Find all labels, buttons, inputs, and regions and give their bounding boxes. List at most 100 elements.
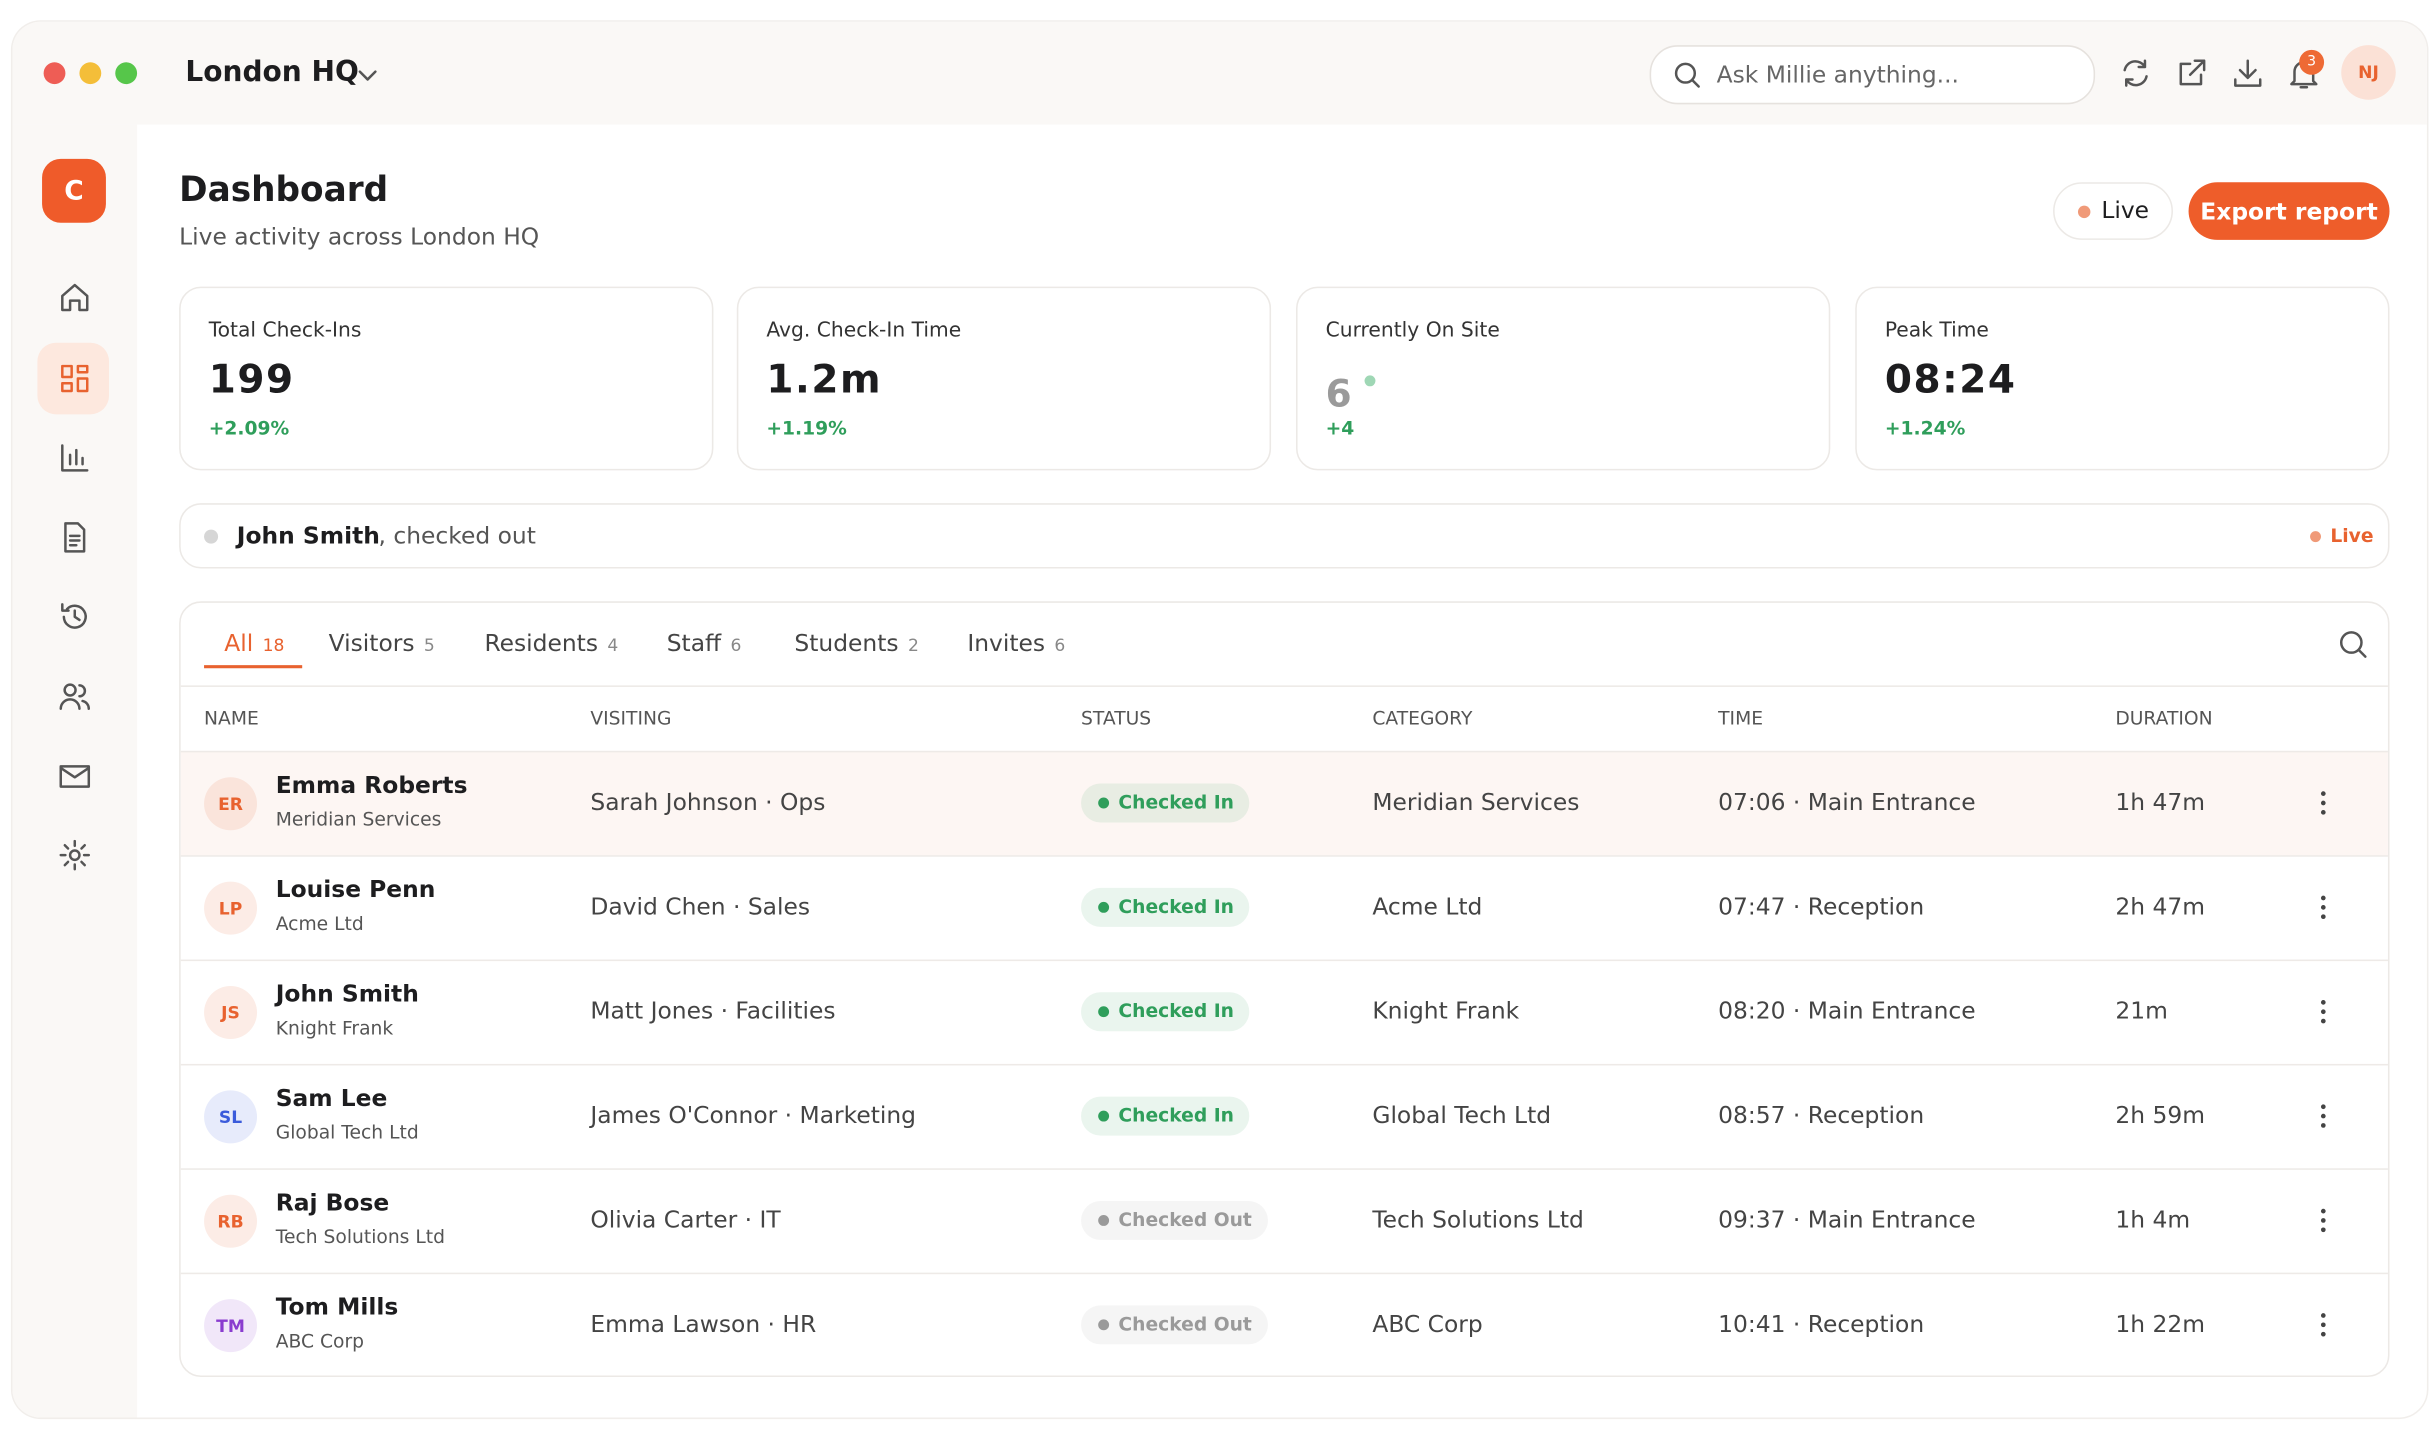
home-icon[interactable]	[58, 280, 92, 314]
dashboard-icon[interactable]	[58, 361, 92, 395]
status-pill: Checked In	[1081, 887, 1250, 927]
table-row[interactable]: ER Emma Roberts Meridian Services Sarah Joh…	[180, 750, 2388, 856]
search-box[interactable]: Ask Millie anything...	[1649, 45, 2096, 105]
maximize-button[interactable]	[115, 62, 138, 85]
stat-change: +1.24%	[1884, 417, 1966, 440]
logo[interactable]: C	[42, 158, 106, 223]
visitor-name: Emma Roberts	[275, 771, 468, 800]
column-header: STATUS	[1081, 707, 1152, 730]
stat-label: Total Check-Ins	[208, 319, 362, 343]
avatar: LP	[204, 881, 258, 935]
tab-count: 5	[423, 635, 435, 656]
table-row[interactable]: RB Raj Bose Tech Solutions Ltd Olivia Carte…	[180, 1168, 2388, 1272]
table-row[interactable]: JS John Smith Knight Frank Matt Jones · Fac…	[180, 959, 2388, 1064]
tab[interactable]: Staff 6	[667, 629, 742, 657]
duration: 1h 47m	[2115, 788, 2205, 817]
visiting: Emma Lawson · HR	[590, 1310, 817, 1339]
tab[interactable]: Students 2	[794, 629, 918, 657]
visitor-company: ABC Corp	[275, 1330, 365, 1353]
menu-dot	[2320, 800, 2326, 806]
tab[interactable]: Residents 4	[484, 629, 618, 657]
stat-value: 1.2m	[766, 356, 883, 402]
live-label: Live	[2101, 196, 2150, 225]
stat-label: Currently On Site	[1325, 319, 1500, 343]
stat-card: Currently On Site 6 +4	[1296, 286, 1831, 471]
user-avatar[interactable]: NJ	[2341, 45, 2396, 100]
row-menu[interactable]	[2320, 1104, 2327, 1129]
tab-label: Visitors	[328, 629, 415, 658]
open-external-icon[interactable]	[2175, 56, 2209, 90]
duration: 1h 4m	[2115, 1205, 2191, 1234]
visitor-name: Sam Lee	[275, 1084, 388, 1113]
stat-card: Peak Time 08:24 +1.24%	[1855, 286, 2390, 471]
avatar: RB	[204, 1194, 258, 1248]
row-menu[interactable]	[2320, 791, 2327, 816]
activity-live: Live	[2330, 524, 2374, 547]
time: 08:20 · Main Entrance	[1718, 996, 1976, 1025]
tab[interactable]: Visitors 5	[329, 629, 435, 657]
tab[interactable]: All 18	[224, 629, 284, 657]
refresh-icon[interactable]	[2118, 56, 2152, 90]
activity-name: John Smith	[236, 521, 380, 550]
menu-dot	[2320, 1313, 2326, 1318]
visitor-company: Tech Solutions Ltd	[275, 1225, 445, 1248]
column-header: CATEGORY	[1372, 707, 1473, 730]
category: Knight Frank	[1372, 996, 1520, 1025]
avatar: ER	[204, 777, 258, 831]
sidebar: C	[12, 124, 138, 1418]
tab-count: 4	[607, 635, 619, 656]
row-menu[interactable]	[2320, 1000, 2327, 1025]
visitor-name: Tom Mills	[275, 1292, 399, 1321]
tab[interactable]: Invites 6	[967, 629, 1065, 657]
avatar: SL	[204, 1090, 258, 1144]
analytics-icon[interactable]	[58, 441, 92, 475]
visitor-name: Raj Bose	[275, 1188, 390, 1217]
settings-icon[interactable]	[58, 838, 92, 872]
mail-icon[interactable]	[58, 759, 92, 793]
stat-label: Peak Time	[1884, 319, 1989, 343]
tab-label: Residents	[484, 629, 599, 658]
time: 07:06 · Main Entrance	[1718, 788, 1976, 817]
visitor-name: Louise Penn	[275, 875, 436, 904]
page-subtitle: Live activity across London HQ	[179, 222, 540, 251]
table-row[interactable]: SL Sam Lee Global Tech Ltd James O'Connor ·…	[180, 1063, 2388, 1168]
history-icon[interactable]	[58, 600, 92, 634]
stat-change: +2.09%	[208, 417, 290, 440]
table-row[interactable]: LP Louise Penn Acme Ltd David Chen · Sales C…	[180, 855, 2388, 959]
document-icon[interactable]	[58, 520, 92, 554]
chevron-icon[interactable]	[357, 64, 379, 86]
table-search-icon[interactable]	[2338, 629, 2369, 660]
location-selector[interactable]: London HQ	[185, 56, 359, 89]
nav-active[interactable]	[37, 342, 110, 415]
category: Tech Solutions Ltd	[1372, 1205, 1584, 1234]
status-pill: Checked Out	[1081, 1200, 1268, 1240]
menu-dot	[2320, 1331, 2326, 1337]
stat-change: +1.19%	[766, 417, 847, 440]
download-icon[interactable]	[2231, 56, 2265, 90]
visitor-company: Global Tech Ltd	[275, 1121, 419, 1144]
menu-dot	[2320, 1009, 2326, 1015]
row-menu[interactable]	[2320, 1208, 2327, 1234]
visitor-name: John Smith	[275, 979, 419, 1008]
table-row[interactable]: TM Tom Mills ABC Corp Emma Lawson · HR Check…	[180, 1272, 2388, 1376]
visitor-company: Meridian Services	[275, 808, 442, 831]
people-icon[interactable]	[58, 679, 92, 713]
menu-dot	[2320, 895, 2326, 901]
row-menu[interactable]	[2320, 895, 2327, 921]
close-button[interactable]	[43, 62, 66, 85]
export-button[interactable]: Export report	[2188, 182, 2390, 240]
menu-dot	[2320, 1208, 2326, 1214]
activity-banner: John Smith , checked out Live	[179, 503, 2390, 569]
menu-dot	[2320, 810, 2326, 815]
live-button[interactable]: Live	[2053, 182, 2173, 240]
stat-card: Total Check-Ins 199 +2.09%	[179, 286, 714, 471]
stat-label: Avg. Check-In Time	[766, 319, 962, 343]
row-menu[interactable]	[2320, 1313, 2327, 1338]
minimize-button[interactable]	[79, 62, 102, 85]
duration: 2h 59m	[2115, 1101, 2205, 1130]
tab-label: Students	[794, 629, 899, 658]
menu-dot	[2320, 1113, 2326, 1119]
menu-dot	[2320, 1018, 2326, 1024]
